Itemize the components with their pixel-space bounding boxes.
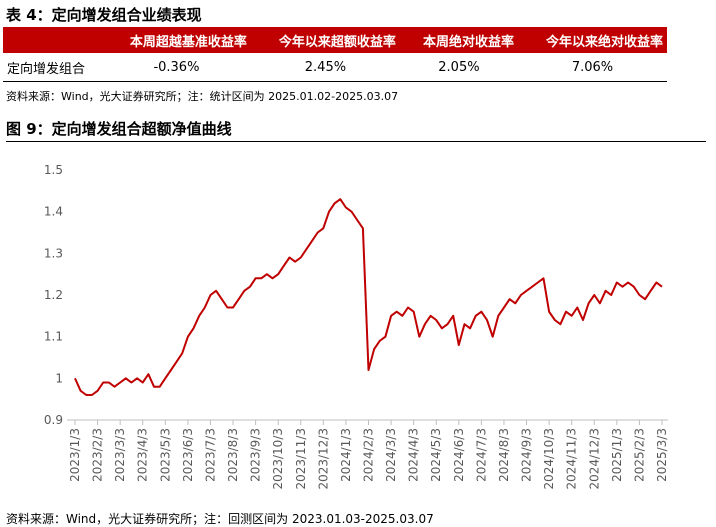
x-tick-label: 2023/12/3 <box>316 428 330 490</box>
cell: 定向增发组合 <box>3 53 102 82</box>
header-cell <box>3 27 102 53</box>
x-tick-label: 2024/7/3 <box>474 428 488 482</box>
header-cell: 今年以来绝对收益率 <box>517 27 667 53</box>
x-tick-label: 2024/3/3 <box>384 428 398 482</box>
x-tick-label: 2025/2/3 <box>632 428 646 482</box>
y-tick-label: 1.2 <box>44 288 63 302</box>
cell: 7.06% <box>517 53 667 82</box>
y-tick-label: 1.1 <box>44 330 63 344</box>
x-tick-label: 2023/9/3 <box>249 428 263 482</box>
x-tick-label: 2024/12/3 <box>587 428 601 490</box>
x-tick-label: 2024/4/3 <box>407 428 421 482</box>
x-tick-label: 2025/3/3 <box>655 428 669 482</box>
x-tick-label: 2023/11/3 <box>294 428 308 490</box>
chart-title: 图 9：定向增发组合超额净值曲线 <box>6 118 706 142</box>
x-tick-label: 2024/11/3 <box>565 428 579 490</box>
header-cell: 本周绝对收益率 <box>399 27 518 53</box>
x-tick-label: 2024/2/3 <box>362 428 376 482</box>
row: 定向增发组合 -0.36% 2.45% 2.05% 7.06% <box>3 53 667 82</box>
table: 本周超越基准收益率 今年以来超额收益率 本周绝对收益率 今年以来绝对收益率 定向增发组… <box>3 27 667 82</box>
y-tick-label: 1.3 <box>44 246 63 260</box>
cell: 2.05% <box>399 53 518 82</box>
table-title: 表 4：定向增发组合业绩表现 <box>6 6 202 24</box>
x-tick-label: 2023/1/3 <box>68 428 82 482</box>
x-tick-label: 2025/1/3 <box>610 428 624 482</box>
line <box>74 198 663 396</box>
x-tick-label: 2024/6/3 <box>452 428 466 482</box>
y-tick-label: 0.9 <box>44 413 63 427</box>
x-tick-label: 2023/4/3 <box>136 428 150 482</box>
x-tick-label: 2024/5/3 <box>429 428 443 482</box>
x-tick-label: 2024/10/3 <box>542 428 556 490</box>
y-tick-label: 1.5 <box>44 163 63 177</box>
x-tick-label: 2023/2/3 <box>91 428 105 482</box>
y-tick-label: 1.4 <box>44 205 63 219</box>
header-cell: 今年以来超额收益率 <box>250 27 400 53</box>
x-tick-label: 2023/5/3 <box>158 428 172 482</box>
y-tick-label: 1 <box>55 371 63 385</box>
table-source: 资料来源：Wind，光大证券研究所；注：统计区间为 2025.01.02-202… <box>6 90 399 103</box>
x-tick-label: 2023/7/3 <box>203 428 217 482</box>
x-tick-label: 2023/10/3 <box>271 428 285 490</box>
cell: -0.36% <box>101 53 251 82</box>
chart-source: 资料来源：Wind，光大证券研究所；注：回测区间为 2023.01.03-202… <box>6 512 434 526</box>
x-tick-label: 2023/8/3 <box>226 428 240 482</box>
header-row: 本周超越基准收益率 今年以来超额收益率 本周绝对收益率 今年以来绝对收益率 <box>3 27 667 53</box>
cell: 2.45% <box>250 53 400 82</box>
x-tick-label: 2023/6/3 <box>181 428 195 482</box>
x-tick-label: 2024/1/3 <box>339 428 353 482</box>
x-tick-label: 2024/9/3 <box>520 428 534 482</box>
header-cell: 本周超越基准收益率 <box>101 27 251 53</box>
x-tick-label: 2024/8/3 <box>497 428 511 482</box>
chart: 0.9 1 1.1 1.2 1.3 1.4 1.5 2023/1/3 2023/2/3 2023/… <box>44 163 669 490</box>
x-tick-label: 2023/3/3 <box>113 428 127 482</box>
